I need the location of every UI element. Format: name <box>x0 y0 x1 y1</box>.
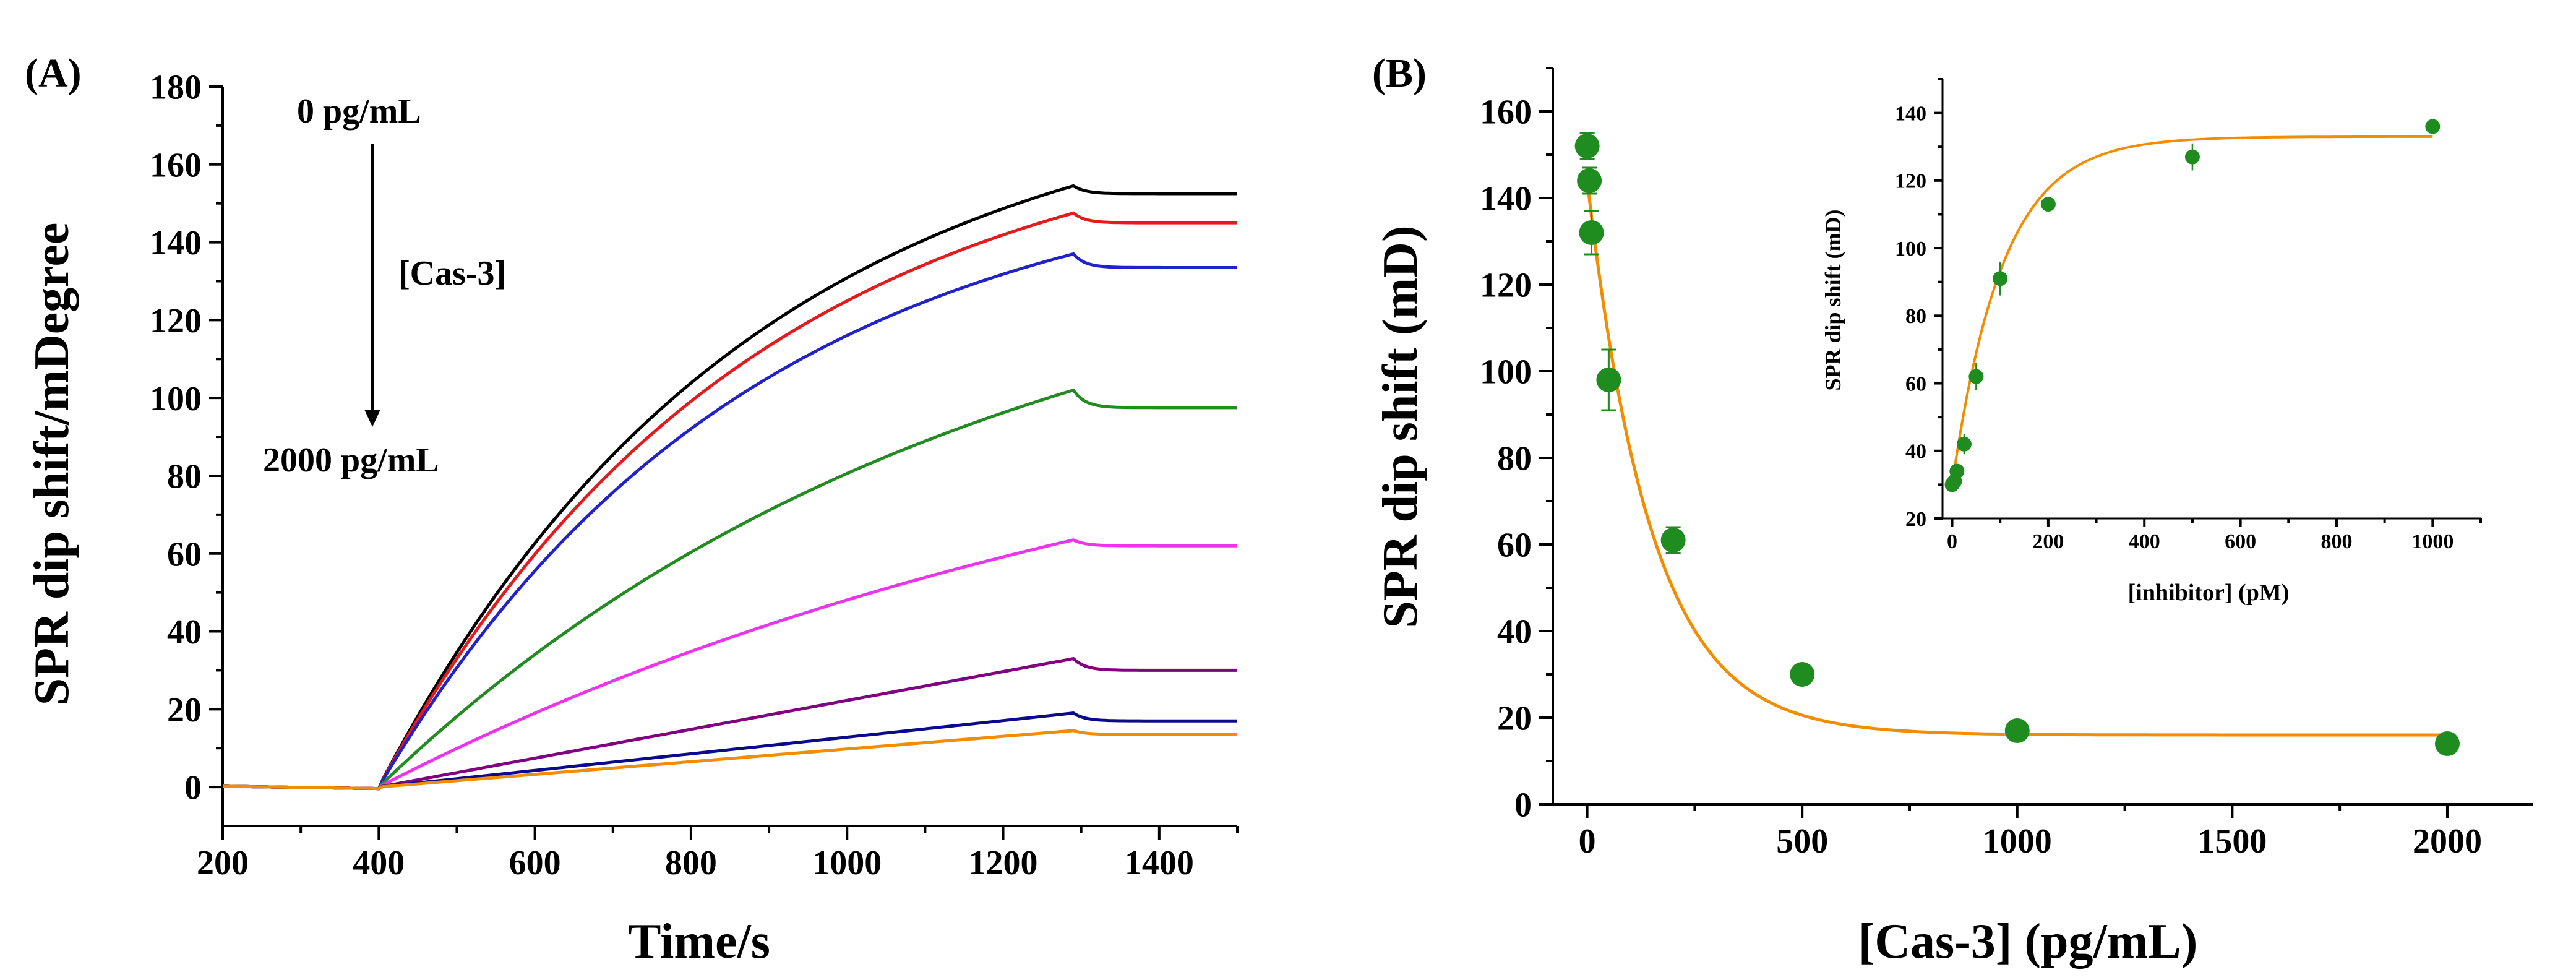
data-point-5 <box>1790 662 1815 687</box>
y-tick-label: 100 <box>1480 353 1532 392</box>
inset-x-label: [inhibitor] (pM) <box>2128 580 2290 606</box>
y-tick-label: 120 <box>1480 267 1532 305</box>
x-tick-label: 600 <box>2225 530 2256 553</box>
series-line-5 <box>222 656 1237 791</box>
inset-data-point-6 <box>2040 197 2056 212</box>
panel-b-label: (B) <box>1372 51 1427 96</box>
y-tick-label: 100 <box>1895 238 1926 260</box>
data-point-1 <box>1577 168 1602 193</box>
x-tick-label: 1000 <box>1983 822 2052 861</box>
panel-b-x-ticks: 0 500 1000 1500 2000 <box>1579 804 2482 861</box>
concentration-arrow-head <box>364 410 380 427</box>
y-tick-label: 40 <box>167 613 202 651</box>
panel-b-fit <box>1586 180 2447 737</box>
data-point-7 <box>2434 731 2460 756</box>
x-tick-label: 200 <box>197 844 249 882</box>
inset-data-point-3 <box>1956 436 1972 452</box>
y-tick-label: 60 <box>167 535 202 574</box>
series-line-7 <box>222 729 1237 791</box>
inset-data-point-8 <box>2425 119 2441 134</box>
y-tick-label: 60 <box>1497 527 1532 565</box>
data-point-4 <box>1660 528 1686 552</box>
inset-y-label: SPR dip shift (mD) <box>1821 209 1845 390</box>
x-tick-label: 800 <box>665 844 717 882</box>
panel-b-y-label: SPR dip shift (mD) <box>1373 225 1428 628</box>
series-line-3 <box>222 388 1237 791</box>
y-tick-label: 80 <box>167 458 202 496</box>
series-line-4 <box>222 538 1237 791</box>
panel-b-y-ticks: 0 20 40 60 80 100 120 140 160 <box>1480 67 1553 825</box>
inset-data-point-4 <box>1968 369 1984 384</box>
inset-y-ticks: 20 40 60 80 100 120 140 <box>1895 78 1943 531</box>
y-tick-label: 140 <box>1480 180 1532 218</box>
x-tick-label: 1000 <box>812 844 882 882</box>
series-line-1 <box>222 211 1237 791</box>
y-tick-label: 40 <box>1905 441 1926 463</box>
annotation-bottom: 2000 pg/mL <box>263 441 439 479</box>
panel-b-points <box>1574 132 2460 756</box>
y-tick-label: 160 <box>150 146 202 184</box>
panel-b-x-label: [Cas-3] (pg/mL) <box>1858 914 2198 969</box>
inset-data-point-7 <box>2184 149 2200 165</box>
data-point-2 <box>1579 220 1604 245</box>
annotation-middle: [Cas-3] <box>398 254 506 293</box>
y-tick-label: 180 <box>150 69 202 107</box>
data-point-6 <box>2004 718 2030 743</box>
series-line-2 <box>222 252 1237 791</box>
x-tick-label: 1200 <box>969 844 1038 882</box>
y-tick-label: 20 <box>1905 508 1926 531</box>
inset-chart: 20 40 60 80 100 120 140 0 200 400 600 800 1000 SPR … <box>1821 78 2482 606</box>
x-tick-label: 1500 <box>2197 822 2267 861</box>
panel-a-x-label: Time/s <box>628 914 770 969</box>
y-tick-label: 80 <box>1497 440 1532 478</box>
y-tick-label: 100 <box>150 380 202 418</box>
y-tick-label: 120 <box>1895 170 1926 193</box>
panel-a-y-ticks: 0 20 40 60 80 100 120 140 160 180 <box>150 69 223 807</box>
x-tick-label: 400 <box>353 844 405 882</box>
inset-x-ticks: 0 200 400 600 800 1000 <box>1947 518 2482 553</box>
x-tick-label: 0 <box>1579 822 1596 861</box>
fit-curve <box>1586 180 2447 737</box>
y-tick-label: 140 <box>150 224 202 262</box>
data-point-3 <box>1596 368 1621 392</box>
y-tick-label: 60 <box>1905 372 1926 395</box>
panel-a-series <box>222 184 1237 791</box>
y-tick-label: 20 <box>1497 700 1532 738</box>
y-tick-label: 120 <box>150 302 202 340</box>
y-tick-label: 0 <box>184 769 202 807</box>
inset-points <box>1944 119 2441 492</box>
y-tick-label: 140 <box>1895 103 1926 126</box>
panel-a: (A) 0 20 40 60 80 100 120 140 160 180 200 400 600 80… <box>25 51 1239 969</box>
annotation-top: 0 pg/mL <box>297 92 421 131</box>
y-tick-label: 80 <box>1905 305 1926 328</box>
x-tick-label: 600 <box>509 844 561 882</box>
panel-a-label: (A) <box>25 51 82 96</box>
inset-data-point-2 <box>1949 463 1965 479</box>
inset-data-point-5 <box>1993 271 2008 286</box>
x-tick-label: 1000 <box>2411 530 2454 553</box>
x-tick-label: 400 <box>2129 530 2160 553</box>
inset-fit <box>1951 135 2433 485</box>
panel-a-y-label: SPR dip shift/mDegree <box>25 223 79 706</box>
x-tick-label: 0 <box>1947 530 1957 553</box>
x-tick-label: 800 <box>2321 530 2352 553</box>
x-tick-label: 1400 <box>1125 844 1194 882</box>
y-tick-label: 0 <box>1514 786 1532 825</box>
series-line-6 <box>222 711 1237 791</box>
x-tick-label: 2000 <box>2413 822 2482 861</box>
series-line-0 <box>222 184 1237 791</box>
inset-fit-curve <box>1951 135 2433 485</box>
y-tick-label: 40 <box>1497 613 1532 651</box>
y-tick-label: 20 <box>167 691 202 729</box>
x-tick-label: 500 <box>1776 822 1828 861</box>
y-tick-label: 160 <box>1480 93 1532 132</box>
x-tick-label: 200 <box>2032 530 2064 553</box>
panel-a-x-ticks: 200 400 600 800 1000 1200 1400 <box>197 826 1239 882</box>
data-point-0 <box>1574 134 1600 158</box>
